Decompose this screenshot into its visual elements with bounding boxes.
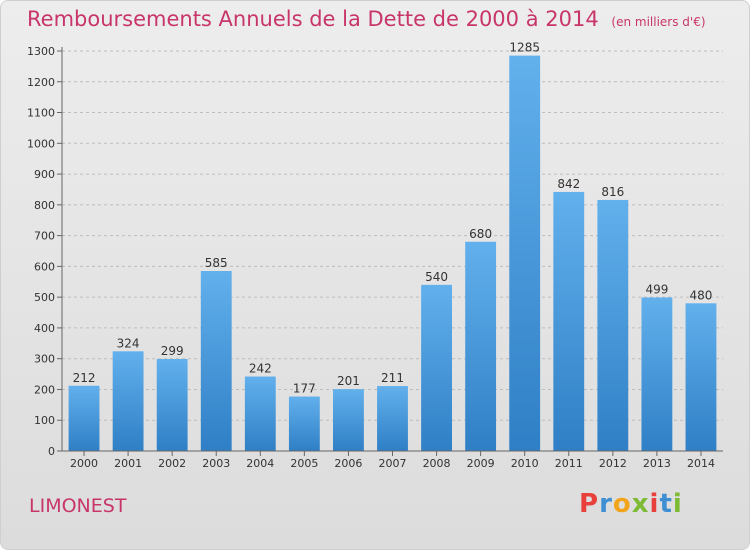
bar-value-label: 499 [645,282,668,296]
logo-letter: i [672,489,683,519]
y-tick-label: 1300 [27,45,55,58]
place-name: LIMONEST [29,495,127,517]
logo-letter: P [579,489,600,519]
bar-value-label: 585 [205,256,228,270]
bar-value-label: 324 [117,336,140,350]
bar-2004 [244,376,276,451]
bar-value-label: 177 [293,382,316,396]
y-tick-label: 100 [34,414,55,427]
y-tick-label: 1200 [27,76,55,89]
x-tick-label: 2002 [158,457,186,470]
chart-title-text: Remboursements Annuels de la Dette de 20… [27,7,599,31]
bar-2006 [333,389,364,451]
x-tick-label: 2010 [511,457,539,470]
x-tick-label: 2011 [555,457,583,470]
y-tick-label: 300 [34,353,55,366]
y-tick-label: 0 [48,445,55,458]
bar-2010 [509,55,541,451]
logo-letter: t [659,489,673,519]
x-tick-label: 2004 [246,457,274,470]
bar-value-label: 1285 [509,41,540,55]
x-tick-label: 2005 [290,457,318,470]
bar-layer: 212 324 299 585 242 177 201 211 540 680 1285 842 816… [68,41,717,451]
y-tick-label: 200 [34,383,55,396]
y-tick-label: 900 [34,168,55,181]
bar-value-label: 842 [557,177,580,191]
bar-value-label: 299 [161,344,184,358]
bar-2008 [421,284,452,451]
logo-letter: i [649,489,660,519]
bar-2005 [288,396,320,451]
bar-2000 [68,385,100,451]
bar-value-label: 242 [249,362,272,376]
bar-2011 [553,191,585,451]
x-tick-label: 2007 [379,457,407,470]
bar-value-label: 480 [690,288,713,302]
y-tick-label: 500 [34,291,55,304]
bar-value-label: 201 [337,374,360,388]
bar-2007 [377,386,408,451]
x-tick-label: 2008 [423,457,451,470]
bar-2003 [200,271,232,451]
bar-2001 [112,351,144,451]
y-tick-label: 800 [34,199,55,212]
logo-letter: o [612,489,632,519]
bar-2013 [641,297,673,451]
x-tick-label: 2012 [599,457,627,470]
proxiti-logo: Proxiti [579,489,683,519]
x-tick-label: 2006 [334,457,362,470]
bar-2002 [156,359,188,451]
x-tick-label: 2001 [114,457,142,470]
y-tick-label: 700 [34,230,55,243]
bar-value-label: 816 [601,185,624,199]
bar-2014 [685,303,717,451]
logo-letter: r [599,489,613,519]
x-tick-label: 2000 [70,457,98,470]
bar-value-label: 540 [425,270,448,284]
bar-value-label: 212 [73,371,96,385]
chart-unit-note: (en milliers d'€) [611,15,706,29]
x-tick-label: 2009 [467,457,495,470]
axis-layer: 0 100 200 300 400 500 600 700 800 900 1000 1100 1200… [27,45,723,470]
x-tick-label: 2013 [643,457,671,470]
bar-2009 [465,241,497,451]
logo-letter: x [631,489,650,519]
bar-2012 [597,199,629,451]
x-tick-label: 2014 [687,457,715,470]
chart-title: Remboursements Annuels de la Dette de 20… [27,7,706,31]
y-tick-label: 1000 [27,137,55,150]
bar-value-label: 680 [469,227,492,241]
bar-value-label: 211 [381,371,404,385]
y-tick-label: 400 [34,322,55,335]
y-tick-label: 1100 [27,107,55,120]
y-tick-label: 600 [34,260,55,273]
x-tick-label: 2003 [202,457,230,470]
